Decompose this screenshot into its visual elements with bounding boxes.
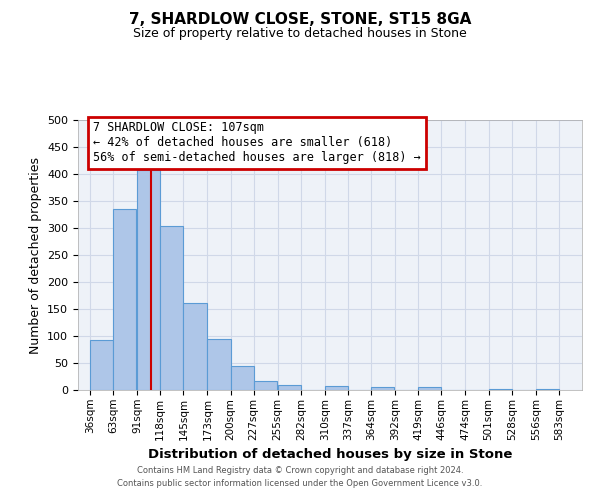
Text: 7, SHARDLOW CLOSE, STONE, ST15 8GA: 7, SHARDLOW CLOSE, STONE, ST15 8GA bbox=[129, 12, 471, 28]
Y-axis label: Number of detached properties: Number of detached properties bbox=[29, 156, 41, 354]
Bar bbox=[184, 303, 206, 390]
Bar bbox=[230, 366, 254, 390]
Bar bbox=[371, 388, 394, 390]
Bar bbox=[278, 384, 301, 390]
Bar bbox=[90, 340, 113, 390]
Bar bbox=[325, 386, 348, 390]
Text: Contains HM Land Registry data © Crown copyright and database right 2024.
Contai: Contains HM Land Registry data © Crown c… bbox=[118, 466, 482, 487]
Bar bbox=[208, 338, 230, 390]
Text: 7 SHARDLOW CLOSE: 107sqm
← 42% of detached houses are smaller (618)
56% of semi-: 7 SHARDLOW CLOSE: 107sqm ← 42% of detach… bbox=[93, 122, 421, 164]
X-axis label: Distribution of detached houses by size in Stone: Distribution of detached houses by size … bbox=[148, 448, 512, 461]
Bar bbox=[488, 389, 512, 390]
Bar bbox=[113, 208, 136, 390]
Bar bbox=[254, 381, 277, 390]
Bar bbox=[160, 226, 184, 390]
Bar bbox=[137, 170, 160, 390]
Bar bbox=[418, 388, 442, 390]
Text: Size of property relative to detached houses in Stone: Size of property relative to detached ho… bbox=[133, 28, 467, 40]
Bar bbox=[536, 389, 559, 390]
